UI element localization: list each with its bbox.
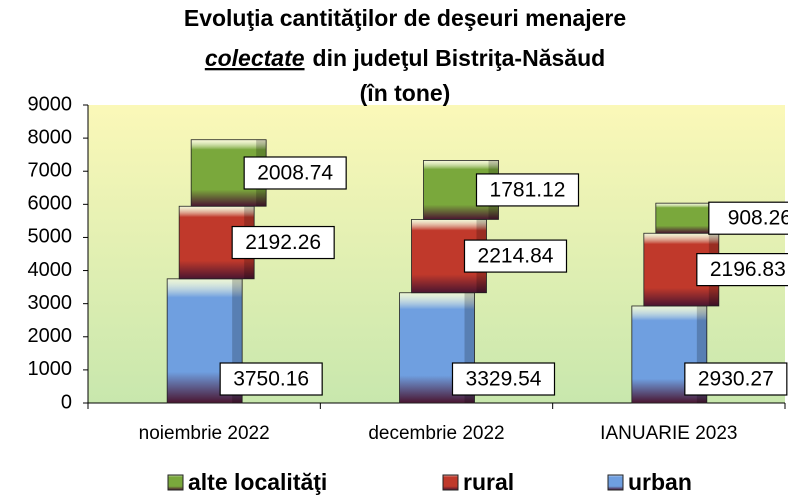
value-label-box xyxy=(219,362,323,396)
title-emphasis: colectate xyxy=(205,45,305,71)
value-label-box xyxy=(463,239,568,273)
value-label: 3329.54 xyxy=(466,368,542,391)
value-label-box xyxy=(451,362,556,396)
value-label: 2196.83 xyxy=(710,258,786,281)
legend-label: alte localităţi xyxy=(188,469,327,495)
legend-swatch xyxy=(442,474,459,491)
y-tick-label: 5000 xyxy=(28,226,73,248)
legend-swatch xyxy=(607,474,624,491)
chart-title: colectate din judeţul Bistriţa-Năsăud xyxy=(205,45,605,71)
bar-shade xyxy=(464,292,475,403)
value-label: 2214.84 xyxy=(478,245,554,268)
value-label-box xyxy=(696,253,788,287)
chart-title: Evoluţia cantităţilor de deşeuri menajer… xyxy=(184,5,626,31)
chart-subtitle: (în tone) xyxy=(360,80,451,106)
y-tick-label: 1000 xyxy=(28,358,73,380)
value-label: 2930.27 xyxy=(698,368,774,391)
value-label-box xyxy=(684,362,788,396)
value-label-box xyxy=(243,156,347,190)
y-tick-label: 0 xyxy=(61,391,72,413)
value-label: 1781.12 xyxy=(490,178,566,201)
value-label-box xyxy=(231,225,335,260)
legend-label: urban xyxy=(628,469,692,495)
y-tick-label: 8000 xyxy=(28,126,73,148)
value-label: 2008.74 xyxy=(257,162,333,185)
y-tick-label: 7000 xyxy=(28,160,73,182)
bar-shade xyxy=(232,278,243,403)
legend-swatch xyxy=(167,474,184,491)
y-tick-label: 9000 xyxy=(28,93,73,115)
y-tick-label: 3000 xyxy=(28,292,73,314)
value-label: 3750.16 xyxy=(233,368,309,391)
y-tick-label: 2000 xyxy=(28,325,73,347)
bar-shade xyxy=(696,305,707,403)
legend-label: rural xyxy=(463,469,514,495)
title-part: din judeţul Bistriţa-Năsăud xyxy=(313,45,606,71)
x-tick-label: noiembrie 2022 xyxy=(139,423,270,444)
value-label-box xyxy=(708,201,788,235)
value-label-box xyxy=(475,173,580,207)
y-tick-label: 6000 xyxy=(28,193,73,215)
x-tick-label: decembrie 2022 xyxy=(368,423,504,444)
value-label: 2192.26 xyxy=(245,231,321,254)
y-tick-label: 4000 xyxy=(28,259,73,281)
value-label: 908.26 xyxy=(728,207,788,230)
x-tick-label: IANUARIE 2023 xyxy=(600,423,737,444)
